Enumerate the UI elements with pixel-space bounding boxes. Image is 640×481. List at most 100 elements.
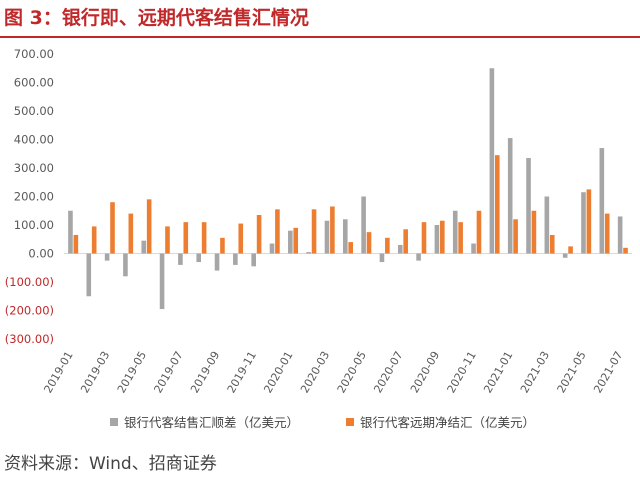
spot-bar xyxy=(599,148,605,254)
forward-bar xyxy=(201,222,207,254)
y-tick-label: 600.00 xyxy=(14,76,54,90)
spot-bar xyxy=(434,225,440,254)
forward-bar xyxy=(476,210,482,254)
y-tick-label: (300.00) xyxy=(5,332,54,346)
y-tick-label: 200.00 xyxy=(14,190,54,204)
spot-bar xyxy=(178,253,183,265)
x-tick-label: 2020-09 xyxy=(408,349,442,395)
spot-bar xyxy=(141,240,147,254)
x-tick-label: 2020-07 xyxy=(371,349,405,395)
y-tick-label: 700.00 xyxy=(14,47,54,61)
legend-swatch-spot xyxy=(110,417,118,426)
spot-bar xyxy=(251,253,256,267)
forward-bar xyxy=(275,209,280,254)
spot-bar xyxy=(306,252,311,254)
spot-bar xyxy=(416,253,421,261)
x-tick-label: 2019-05 xyxy=(115,349,149,395)
forward-bar xyxy=(586,189,592,254)
x-tick-label: 2021-05 xyxy=(555,349,589,395)
spot-bar xyxy=(68,210,73,254)
spot-bar xyxy=(452,210,458,254)
title-underline xyxy=(0,36,640,38)
spot-bar xyxy=(86,253,92,297)
forward-bar xyxy=(421,222,427,254)
y-tick-label: (200.00) xyxy=(5,304,54,318)
forward-bar xyxy=(494,155,500,254)
legend: 银行代客结售汇顺差（亿美元） 银行代客远期净结汇（亿美元） xyxy=(0,412,640,432)
spot-bar xyxy=(361,196,366,254)
x-tick-label: 2020-05 xyxy=(335,349,369,395)
x-tick-label: 2020-03 xyxy=(298,349,332,395)
legend-label-forward: 银行代客远期净结汇（亿美元） xyxy=(360,415,536,430)
y-tick-label: 300.00 xyxy=(14,161,54,175)
x-tick-label: 2019-01 xyxy=(42,349,76,395)
forward-bar xyxy=(110,202,115,254)
spot-bar xyxy=(288,230,293,254)
spot-bar xyxy=(489,68,495,254)
forward-bar xyxy=(623,247,628,254)
figure-title: 图 3：银行即、远期代客结售汇情况 xyxy=(4,7,309,29)
x-tick-label: 2019-09 xyxy=(188,349,222,395)
source-note: 资料来源：Wind、招商证券 xyxy=(4,454,217,474)
bar-groups xyxy=(68,68,628,310)
legend-swatch-forward xyxy=(346,417,354,426)
forward-bar xyxy=(256,215,262,254)
x-tick-label: 2020-11 xyxy=(445,349,479,395)
forward-bar xyxy=(348,242,353,254)
spot-bar xyxy=(324,220,330,254)
y-tick-label: 100.00 xyxy=(14,218,54,232)
spot-bar xyxy=(617,216,623,254)
spot-bar xyxy=(471,243,476,254)
spot-bar xyxy=(104,253,110,261)
y-axis: 700.00 600.00 500.00 400.00 300.00 200.00 100.… xyxy=(5,47,54,346)
y-tick-label: 500.00 xyxy=(14,104,54,118)
spot-bar xyxy=(269,243,275,254)
bar-chart: 700.00 600.00 500.00 400.00 300.00 200.00 100.… xyxy=(5,47,632,395)
forward-bar xyxy=(220,237,225,254)
x-tick-label: 2021-03 xyxy=(518,349,552,395)
forward-bar xyxy=(91,226,97,254)
forward-bar xyxy=(385,237,390,254)
forward-bar xyxy=(183,222,189,254)
forward-bar xyxy=(568,246,573,254)
y-tick-label: (100.00) xyxy=(5,275,54,289)
forward-bar xyxy=(73,234,79,254)
spot-bar xyxy=(196,253,202,263)
x-tick-label: 2021-07 xyxy=(591,349,625,395)
spot-bar xyxy=(233,253,238,265)
x-tick-label: 2021-01 xyxy=(481,349,515,395)
forward-bar xyxy=(165,226,170,254)
forward-bar xyxy=(366,232,372,254)
spot-bar xyxy=(507,138,513,254)
spot-bar xyxy=(397,244,403,254)
x-tick-label: 2019-03 xyxy=(78,349,112,395)
spot-bar xyxy=(526,158,531,254)
forward-bar xyxy=(440,220,445,254)
spot-bar xyxy=(544,196,550,254)
y-tick-label: 400.00 xyxy=(14,133,54,147)
x-tick-label: 2019-07 xyxy=(151,349,185,395)
spot-bar xyxy=(343,219,348,254)
forward-bar xyxy=(549,234,555,254)
legend-item-forward: 银行代客远期净结汇（亿美元） xyxy=(346,412,535,431)
forward-bar xyxy=(403,229,408,254)
x-axis: 2019-01 2019-03 2019-05 2019-07 2019-09 2019-… xyxy=(42,349,626,395)
forward-bar xyxy=(146,199,152,254)
spot-bar xyxy=(562,253,568,258)
spot-bar xyxy=(123,253,128,277)
spot-bar xyxy=(581,192,586,254)
x-tick-label: 2019-11 xyxy=(225,349,259,395)
forward-bar xyxy=(531,210,537,254)
forward-bar xyxy=(293,227,299,254)
legend-label-spot: 银行代客结售汇顺差（亿美元） xyxy=(124,415,300,430)
forward-bar xyxy=(604,213,610,254)
forward-bar xyxy=(513,219,518,254)
forward-bar xyxy=(238,223,244,254)
forward-bar xyxy=(330,206,335,254)
spot-bar xyxy=(214,253,220,271)
y-tick-label: 0.00 xyxy=(28,247,54,261)
legend-item-spot: 银行代客结售汇顺差（亿美元） xyxy=(110,412,299,431)
forward-bar xyxy=(128,213,134,254)
forward-bar xyxy=(311,209,317,254)
x-tick-label: 2020-01 xyxy=(261,349,295,395)
